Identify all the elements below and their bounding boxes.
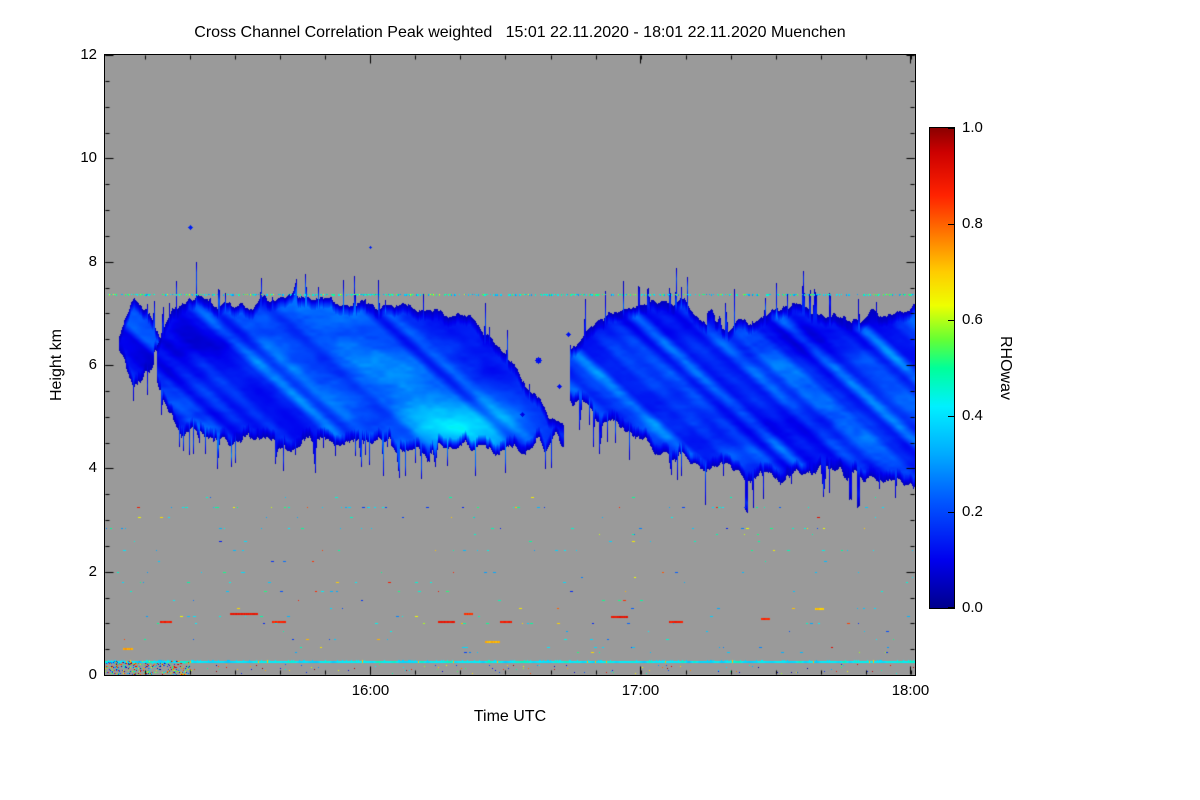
x-tick-label: 18:00 <box>891 682 930 699</box>
colorbar-gradient <box>929 127 955 609</box>
y-tick-label: 12 <box>80 46 97 63</box>
colorbar-tick <box>948 320 954 321</box>
colorbar-tick <box>948 416 954 417</box>
colorbar-tick <box>948 512 954 513</box>
y-tick-label: 10 <box>80 149 97 167</box>
y-tick-label: 0 <box>88 666 97 683</box>
colorbar-tick-label: 1.0 <box>962 119 983 136</box>
y-tick-label: 8 <box>88 252 97 270</box>
colorbar-tick <box>948 128 954 129</box>
colorbar-tick <box>948 607 954 608</box>
heatmap-canvas <box>104 54 916 676</box>
colorbar-tick-label: 0.6 <box>962 311 983 328</box>
colorbar-tick-label: 0.8 <box>962 215 983 232</box>
colorbar-tick <box>948 224 954 225</box>
colorbar-tick-label: 0.2 <box>962 503 983 520</box>
colorbar-label: RHOwav <box>997 335 1014 401</box>
chart-title: Cross Channel Correlation Peak weighted … <box>194 24 846 41</box>
colorbar-tick-label: 0.4 <box>962 407 983 424</box>
x-tick-label: 17:00 <box>621 682 660 699</box>
colorbar-tick-label: 0.0 <box>962 599 983 616</box>
y-tick-label: 4 <box>88 459 97 477</box>
y-tick-label: 6 <box>88 356 97 373</box>
x-axis-label: Time UTC <box>473 708 547 725</box>
x-tick-label: 16:00 <box>351 682 390 699</box>
y-tick-label: 2 <box>88 562 97 580</box>
